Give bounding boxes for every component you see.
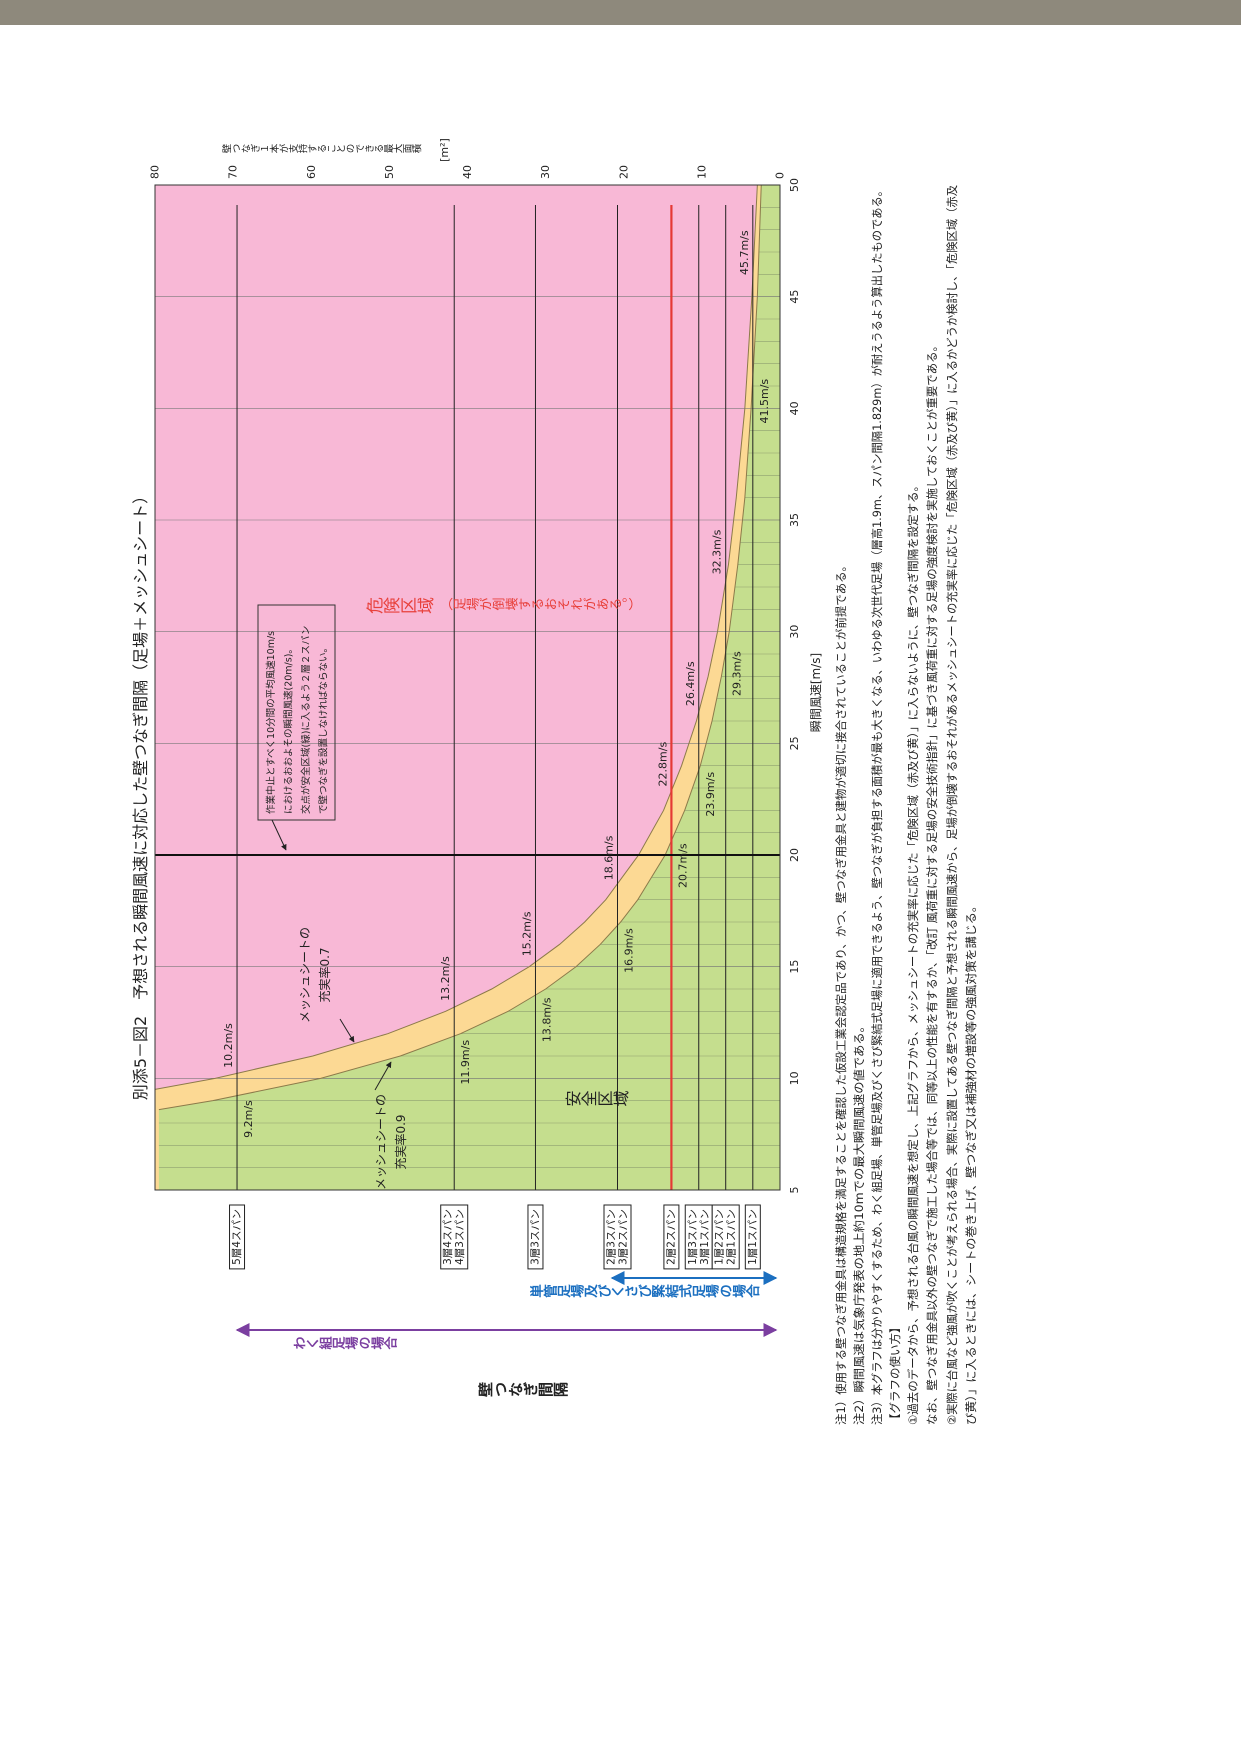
y-axis-unit: [m²]	[438, 138, 451, 162]
x-tick-label: 25	[788, 736, 801, 750]
x-tick-label: 45	[788, 290, 801, 304]
span-label: 4層3スパン	[454, 1209, 466, 1265]
tube-label: 単管足場及びくさび緊結式足場の場合	[529, 1283, 761, 1301]
crossing-label: 16.9m/s	[623, 928, 636, 973]
crossing-label: 18.6m/s	[603, 835, 616, 880]
series-label-arrow	[339, 1018, 355, 1043]
series-label: 充実率0.9	[394, 1114, 408, 1169]
span-label: 1層1スパン	[747, 1209, 759, 1265]
span-label-box	[663, 1204, 680, 1270]
crossing-label: 9.2m/s	[242, 1100, 255, 1138]
x-axis-label: 瞬間風速[m/s]	[809, 653, 823, 732]
crossing-label: 41.5m/s	[758, 379, 771, 424]
boundary-curve	[158, 185, 762, 1111]
plot-border	[154, 184, 781, 1191]
span-label-box	[229, 1204, 246, 1270]
y-tick-label: 70	[227, 165, 240, 179]
crossing-label: 32.3m/s	[711, 529, 724, 574]
y-tick-label: 10	[695, 165, 708, 179]
annotation-line: で壁つなぎを設置しなければならない。	[318, 643, 330, 814]
safe-label: 安全区域	[565, 1091, 629, 1110]
span-label-box	[440, 1204, 469, 1270]
x-tick-label: 20	[788, 848, 801, 862]
x-tick-label: 50	[788, 178, 801, 192]
crossing-label: 20.7m/s	[676, 843, 689, 888]
note-line: 注1）使用する壁つなぎ用金具は構造規格を満足することを確認した仮設工業会認定品で…	[834, 560, 848, 1425]
span-label: 3層4スパン	[442, 1209, 454, 1265]
series-label: 充実率0.7	[318, 947, 332, 1002]
y-tick-label: 0	[774, 172, 787, 179]
span-label: 3層3スパン	[529, 1209, 541, 1265]
span-label: 5層4スパン	[231, 1209, 243, 1265]
note-line: ①過去のデータから、予想される台風の瞬間風速を想定し、上記グラフから、メッシュシ…	[906, 480, 920, 1425]
y-tick-label: 30	[539, 165, 552, 179]
crossing-label: 45.7m/s	[738, 230, 751, 275]
annotation-line: 作業中止とすべく10分間の平均風速10m/s	[265, 631, 277, 814]
span-label: 1層2スパン	[714, 1209, 726, 1265]
note-line: 【グラフの使い方】	[888, 1322, 902, 1426]
crossing-label: 29.3m/s	[731, 651, 744, 696]
span-label: 2層1スパン	[726, 1209, 738, 1265]
span-label-box	[711, 1204, 740, 1270]
y-tick-label: 20	[617, 165, 630, 179]
crossing-label: 26.4m/s	[684, 661, 697, 706]
span-label-box	[527, 1204, 544, 1270]
region-fill	[158, 185, 780, 1190]
x-tick-label: 40	[788, 401, 801, 415]
annotation-box	[257, 604, 336, 821]
x-tick-label: 5	[788, 1187, 801, 1194]
frame-label: わく組足場の場合	[293, 1336, 398, 1353]
interval-label: 壁つなぎ間隔	[477, 1381, 569, 1399]
span-label: 2層3スパン	[606, 1209, 618, 1265]
annotation-arrow	[271, 819, 287, 851]
note-line: ②実際に台風など強風が吹くことが考えられる場合、実際に設置してある壁つなぎ間隔と…	[945, 185, 959, 1425]
annotation-line: 交点が安全区域(緑)に入るよう２層２スパン	[300, 626, 312, 814]
span-label: 3層1スパン	[699, 1209, 711, 1265]
note-line: なお、壁つなぎ用金具以外の壁つなぎで施工した場合等では、同等以上の性能を有するか…	[925, 340, 939, 1425]
y-tick-label: 40	[461, 165, 474, 179]
danger-label: 危険区域	[366, 598, 434, 619]
span-label-box	[603, 1204, 632, 1270]
crossing-label: 10.2m/s	[222, 1023, 235, 1068]
page-title: 別添5－図2 予想される瞬間風速に対応した壁つなぎ間隔（足場＋メッシュシート）	[131, 488, 150, 1100]
crossing-label: 15.2m/s	[520, 911, 533, 956]
landscape-page: 別添5－図2 予想される瞬間風速に対応した壁つなぎ間隔（足場＋メッシュシート） …	[131, 138, 978, 1425]
y-tick-label: 50	[383, 165, 396, 179]
crossing-label: 11.9m/s	[459, 1040, 472, 1085]
x-tick-label: 10	[788, 1071, 801, 1085]
span-label: 2層2スパン	[665, 1209, 677, 1265]
crossing-label: 13.2m/s	[439, 956, 452, 1001]
series-label-arrow	[374, 1061, 392, 1091]
span-label-box	[744, 1204, 761, 1270]
crossing-label: 22.8m/s	[656, 742, 669, 787]
span-label: 1層3スパン	[687, 1209, 699, 1265]
x-tick-label: 35	[788, 513, 801, 527]
annotation-line: におけるおおよその瞬間風速(20m/s)。	[283, 644, 295, 814]
note-line: 注2）瞬間風速は気象庁発表の地上約10mでの最大瞬間風速の値である。	[852, 1020, 866, 1425]
x-tick-label: 15	[788, 960, 801, 974]
crossing-label: 13.8m/s	[540, 997, 553, 1042]
y-axis-label: 壁つなぎ１本が支持することのできる最大面積	[221, 144, 422, 156]
plot-area	[155, 185, 780, 1190]
series-label: メッシュシートの	[298, 927, 312, 1023]
note-line: 注3）本グラフは分かりやすくするため、わく組足場、単管足場及びくさび緊結式足場に…	[870, 185, 884, 1425]
danger-note: （足場が倒壊するおそれがある。）	[440, 598, 642, 614]
y-tick-label: 80	[149, 165, 162, 179]
crossing-label: 23.9m/s	[704, 772, 717, 817]
series-label: メッシュシートの	[374, 1094, 388, 1190]
x-tick-label: 30	[788, 625, 801, 639]
y-tick-label: 60	[305, 165, 318, 179]
span-label: 3層2スパン	[618, 1209, 630, 1265]
top-band	[0, 0, 1241, 25]
note-line: び黄）」に入るときには、シートの巻き上げ、壁つなぎ又は補強材の増設等の強風対策を…	[964, 900, 978, 1425]
